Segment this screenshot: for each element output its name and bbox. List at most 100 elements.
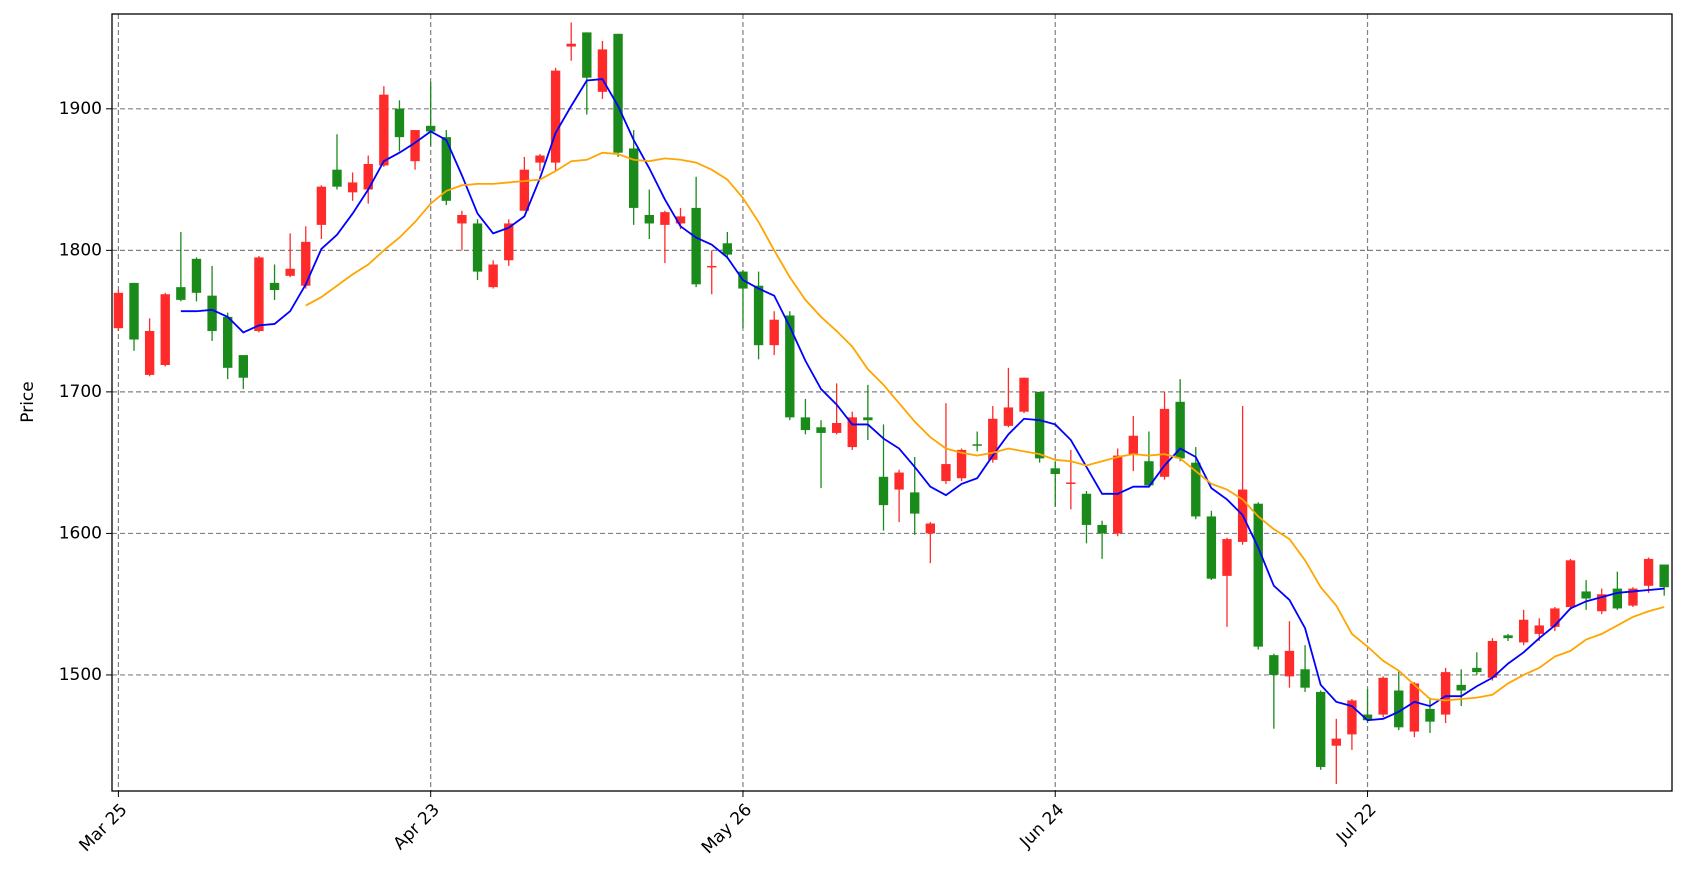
x-tick-label: Jun 24: [1016, 800, 1069, 853]
candle-body: [1300, 669, 1310, 688]
candle-body: [410, 130, 420, 162]
candle-body: [769, 319, 779, 346]
candle-body: [863, 417, 873, 421]
candle-body: [956, 449, 967, 479]
candle-body: [113, 292, 124, 329]
candle-body: [1128, 435, 1138, 455]
candle-body: [425, 125, 436, 132]
candle-body: [1175, 401, 1185, 459]
candle-body: [1269, 655, 1279, 675]
candle-body: [394, 108, 405, 138]
candle-body: [722, 243, 733, 255]
candle-body: [363, 164, 373, 190]
candle-body: [519, 169, 530, 211]
candle-body: [457, 214, 467, 224]
candle-body: [1144, 461, 1154, 486]
candle-body: [207, 295, 217, 332]
x-tick-label: Apr 23: [390, 800, 444, 854]
candle-body: [504, 223, 514, 261]
candle-body: [675, 216, 686, 224]
candle-body: [347, 182, 358, 193]
candle-body: [628, 148, 639, 208]
candle-body: [472, 223, 483, 272]
candle-body: [1050, 468, 1060, 474]
candle-body: [238, 355, 248, 378]
candle-body: [269, 282, 280, 290]
x-tick-label: Jul 22: [1332, 800, 1380, 848]
candle-body: [1487, 640, 1498, 678]
candle-body: [707, 265, 717, 268]
candle-body: [1253, 503, 1263, 647]
candle-body: [254, 257, 264, 332]
candle-body: [316, 186, 327, 225]
candle-body: [144, 331, 155, 375]
candle-body: [301, 241, 311, 286]
candle-body: [894, 472, 904, 490]
candle-body: [1222, 539, 1232, 576]
candle-body: [1003, 407, 1014, 426]
candle-body: [1659, 564, 1669, 588]
candle-body: [1597, 594, 1607, 612]
candle-body: [613, 33, 623, 153]
y-tick-label: 1800: [59, 240, 102, 260]
candle-body: [785, 315, 795, 418]
candle-body: [488, 264, 498, 288]
candle-body: [1612, 588, 1623, 609]
candle-body: [1472, 667, 1482, 673]
candle-body: [535, 155, 545, 163]
candle-body: [1331, 738, 1341, 746]
candle-body: [1066, 482, 1076, 484]
candle-body: [800, 417, 811, 431]
candle-body: [1191, 462, 1201, 517]
candle-body: [1034, 391, 1045, 459]
candle-body: [831, 423, 842, 433]
candle-body: [1565, 560, 1576, 608]
candle-body: [925, 523, 936, 534]
candle-body: [1284, 650, 1295, 677]
candle-body: [1019, 377, 1029, 412]
candle-body: [176, 287, 186, 300]
candle-body: [1081, 493, 1092, 525]
candle-body: [160, 294, 170, 365]
candle-body: [972, 444, 982, 446]
candle-body: [129, 282, 139, 340]
candle-body: [582, 32, 592, 78]
candle-body: [441, 137, 451, 201]
candle-body: [1534, 625, 1544, 634]
x-tick-label: Mar 25: [76, 800, 132, 856]
x-tick-label: May 26: [698, 800, 756, 858]
candle-body: [1425, 708, 1435, 722]
candle-body: [910, 492, 920, 514]
y-axis-label: Price: [18, 381, 38, 422]
candle-body: [941, 464, 951, 482]
candle-body: [332, 169, 342, 187]
candle-body: [1643, 558, 1654, 586]
plot-frame: [111, 13, 1673, 792]
moving-average-line: [305, 151, 1665, 702]
y-tick-label: 1500: [59, 665, 102, 685]
candle-body: [1628, 588, 1638, 606]
y-tick-label: 1700: [59, 382, 102, 402]
candle-body: [597, 49, 608, 92]
candle-body: [1550, 608, 1560, 627]
candle-body: [753, 285, 764, 346]
candle-body: [988, 418, 998, 460]
candle-body: [816, 427, 826, 433]
candle-body: [191, 258, 202, 293]
candle-body: [223, 316, 233, 368]
candle-body: [1206, 516, 1217, 579]
y-tick-label: 1600: [59, 523, 102, 543]
candle-body: [660, 212, 670, 225]
candle-body: [1378, 677, 1388, 715]
candle-body: [1518, 619, 1529, 643]
candle-body: [1362, 714, 1373, 721]
candle-body: [1456, 684, 1466, 691]
candle-body: [1409, 683, 1420, 732]
moving-average-line: [180, 78, 1665, 722]
candle-body: [847, 417, 857, 448]
candle-body: [644, 214, 654, 224]
candle-body: [379, 94, 389, 166]
candle-body: [878, 476, 889, 506]
